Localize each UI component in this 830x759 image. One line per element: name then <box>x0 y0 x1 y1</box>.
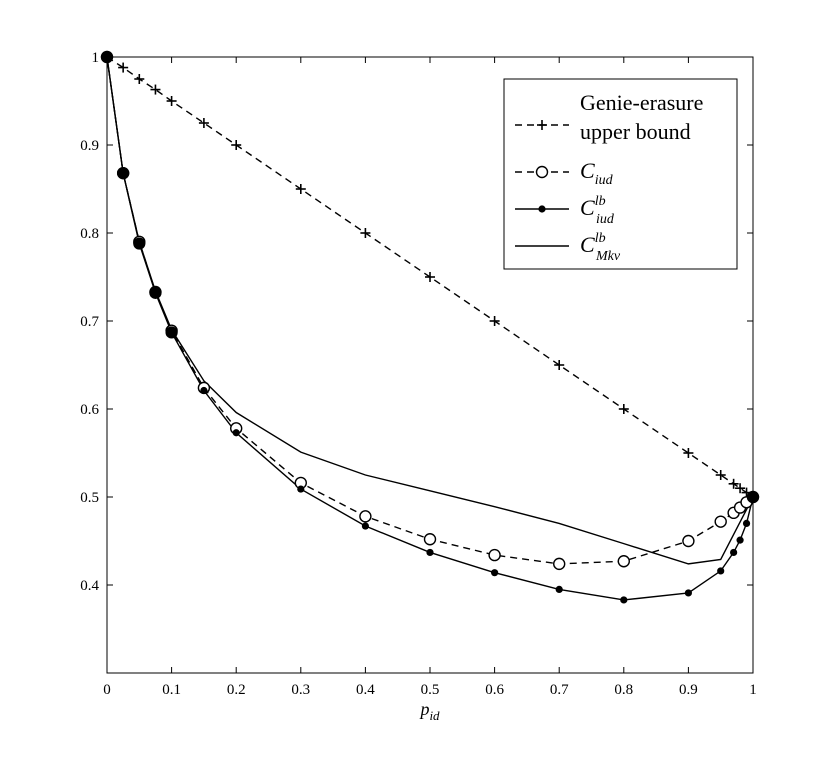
legend-label-ciud-lb-sup: lb <box>595 194 606 209</box>
data-point-plus <box>683 448 694 458</box>
data-point-filled-circle <box>684 589 693 597</box>
data-point-plus <box>166 96 177 106</box>
data-point-open-circle <box>488 548 501 562</box>
data-point-filled-circle <box>730 548 738 557</box>
y-tick-label: 0.5 <box>80 490 99 506</box>
data-point-filled-circle <box>117 167 130 180</box>
data-point-open-circle <box>617 555 630 568</box>
y-tick-label: 1 <box>92 50 100 66</box>
y-tick-label: 0.8 <box>80 226 99 242</box>
legend-label-ciud: Ciud <box>580 158 614 188</box>
y-tick-labels: 0.4 0.5 0.6 0.7 0.8 0.9 1 <box>80 50 99 594</box>
data-point-filled-circle <box>133 237 146 250</box>
data-point-filled-circle <box>555 585 563 594</box>
data-point-open-circle <box>682 534 695 548</box>
x-tick-label: 0.3 <box>291 682 310 698</box>
data-point-filled-circle <box>426 548 434 557</box>
data-point-filled-circle <box>620 596 628 604</box>
data-point-plus <box>150 84 161 95</box>
legend-label-cmkv-lb-sup: lb <box>595 231 606 246</box>
data-point-plus <box>715 470 726 480</box>
plot-frame <box>106 56 754 674</box>
legend-label-ciud-lb-main: C <box>580 195 595 220</box>
legend-label-cmkv-lb: Clb <box>580 231 606 257</box>
legend-label-cmkv-lb-sub: Mkv <box>595 249 621 264</box>
data-point-plus <box>118 62 129 73</box>
x-tick-label: 0.2 <box>227 682 246 698</box>
data-point-plus <box>231 140 242 150</box>
x-tick-label: 1 <box>749 682 757 698</box>
legend-label-ciud-lb: Clb <box>580 194 606 220</box>
data-point-plus <box>360 228 371 238</box>
x-tick-label: 0.1 <box>162 682 181 698</box>
data-point-open-circle <box>553 557 566 571</box>
legend-label-genie-line2: upper bound <box>580 119 691 144</box>
data-point-filled-circle <box>165 326 178 339</box>
legend-label-genie-line1: Genie-erasure <box>580 90 703 115</box>
data-point-plus <box>537 120 547 130</box>
x-tick-label: 0.7 <box>550 682 569 698</box>
data-point-filled-circle <box>491 569 499 577</box>
data-point-open-circle <box>359 510 372 523</box>
x-axis-label-sub: id <box>429 708 440 723</box>
x-tick-label: 0.9 <box>679 682 698 698</box>
data-point-filled-circle <box>200 386 208 395</box>
data-point-plus <box>554 360 565 370</box>
data-point-filled-circle <box>232 429 240 437</box>
data-point-plus <box>295 184 306 194</box>
data-point-plus <box>618 404 629 414</box>
data-point-plus <box>134 74 145 84</box>
data-point-filled-circle <box>742 519 751 528</box>
data-point-filled-circle <box>361 522 369 530</box>
data-point-plus <box>728 478 739 489</box>
data-point-plus <box>198 118 209 128</box>
data-point-plus <box>425 272 435 282</box>
x-tick-label: 0.4 <box>356 682 375 698</box>
x-tick-label: 0.5 <box>421 682 440 698</box>
legend-label-ciud-lb-sub: iud <box>596 212 615 227</box>
data-point-filled-circle <box>538 205 546 213</box>
ticks-layer <box>106 56 754 673</box>
data-point-open-circle <box>535 165 549 179</box>
data-point-filled-circle <box>736 536 744 544</box>
data-point-filled-circle <box>717 567 725 575</box>
legend-label-cmkv-lb-main: C <box>580 232 595 257</box>
data-point-plus <box>489 316 500 326</box>
data-point-filled-circle <box>149 286 162 299</box>
legend-items <box>515 120 569 247</box>
x-tick-label: 0.8 <box>614 682 633 698</box>
data-point-open-circle <box>423 533 437 546</box>
legend-label-ciud-main: C <box>580 158 595 183</box>
data-point-plus <box>735 483 746 494</box>
y-tick-label: 0.7 <box>80 314 99 330</box>
y-tick-label: 0.4 <box>80 578 99 594</box>
data-point-filled-circle <box>297 485 305 493</box>
x-axis-label: pid <box>418 699 440 723</box>
data-point-open-circle <box>714 515 727 528</box>
legend-label-ciud-sub: iud <box>595 173 614 188</box>
legend: Genie-erasure upper bound Ciud Clb iud C… <box>503 78 738 270</box>
series-layer <box>100 50 760 604</box>
y-tick-label: 0.9 <box>80 138 99 154</box>
y-tick-label: 0.6 <box>80 402 99 418</box>
x-axis-label-main: p <box>418 699 429 719</box>
x-tick-label: 0 <box>103 682 111 698</box>
x-tick-label: 0.6 <box>485 682 504 698</box>
x-tick-labels: 0 0.1 0.2 0.3 0.4 0.5 0.6 0.7 0.8 0.9 1 <box>103 682 757 698</box>
